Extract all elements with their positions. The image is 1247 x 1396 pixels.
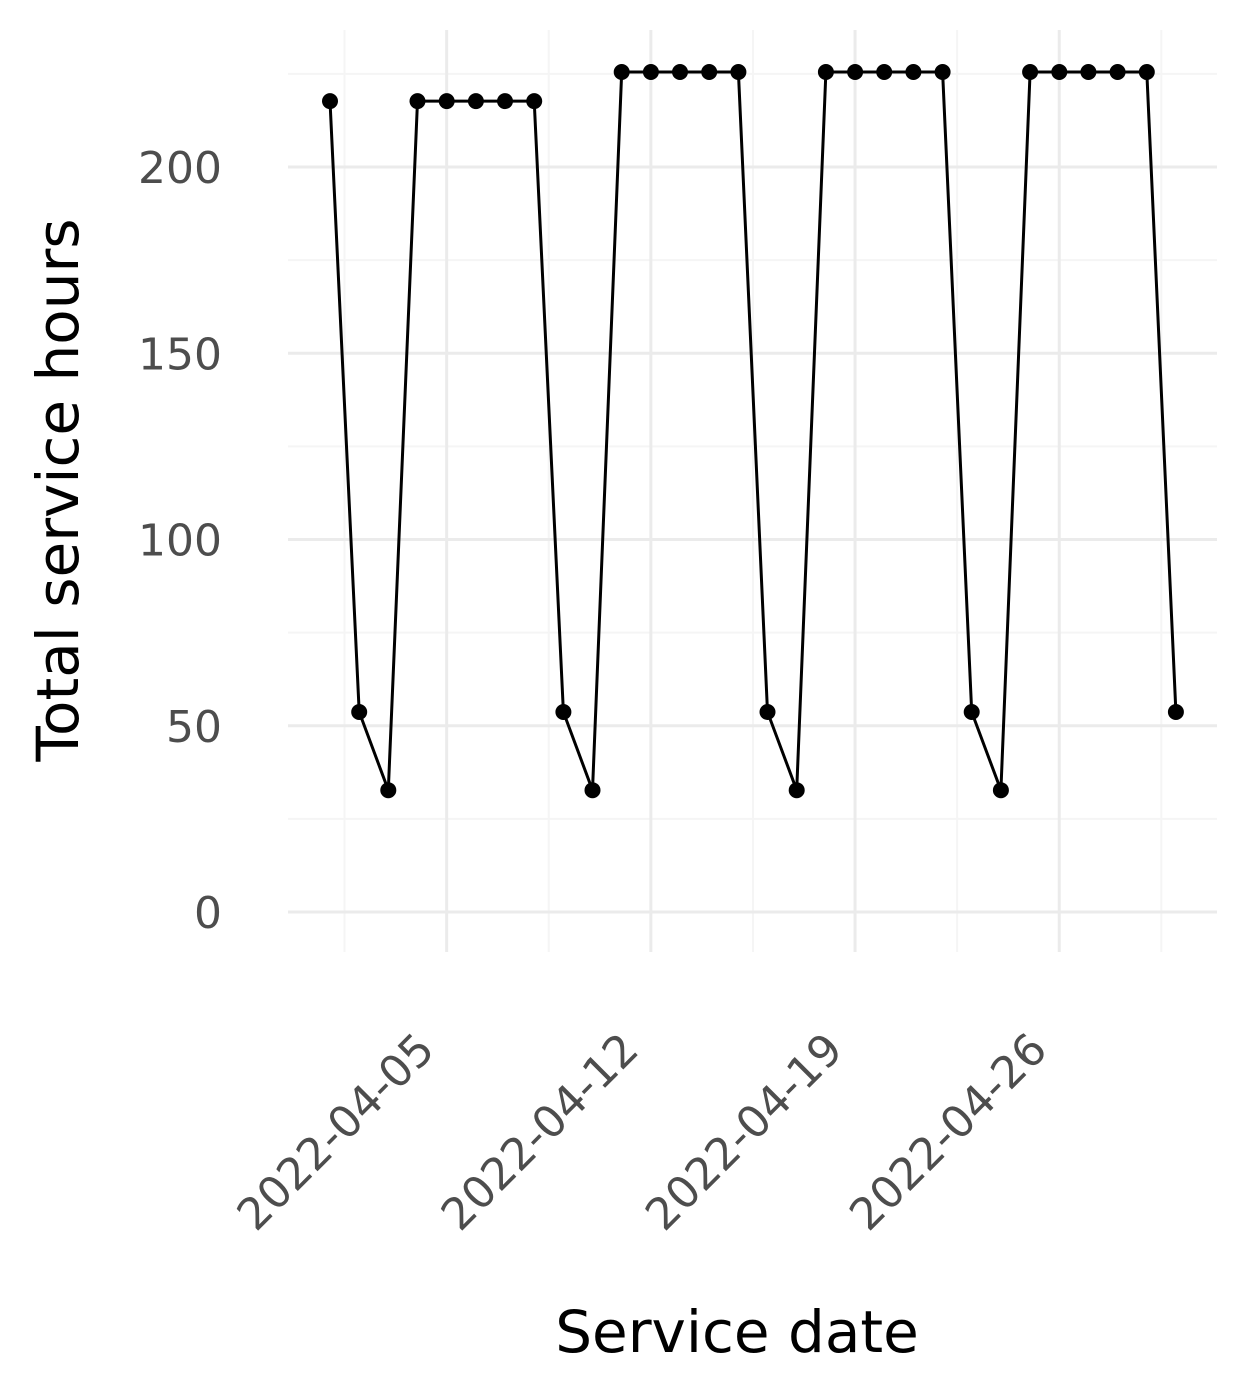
- data-point: [613, 64, 630, 80]
- x-tick-label: 2022-04-19: [636, 1024, 853, 1241]
- data-point: [351, 704, 368, 720]
- data-point: [817, 64, 834, 80]
- data-point: [1138, 64, 1155, 80]
- data-point: [1022, 64, 1039, 80]
- data-point: [701, 64, 718, 80]
- y-axis-tick-labels: 0 50 100 150 200: [138, 143, 222, 939]
- minor-gridlines: [288, 30, 1217, 952]
- x-tick-label: 2022-04-26: [840, 1024, 1057, 1241]
- data-point: [672, 64, 688, 80]
- x-axis-title: Service date: [555, 1298, 919, 1366]
- data-point: [876, 64, 893, 80]
- x-tick-label: 2022-04-12: [432, 1024, 649, 1241]
- y-tick-label: 200: [138, 143, 222, 194]
- data-point: [788, 782, 805, 799]
- data-point: [905, 64, 922, 80]
- data-point: [847, 64, 864, 80]
- y-tick-label: 100: [138, 516, 222, 567]
- data-point: [1080, 64, 1097, 80]
- data-point: [555, 704, 572, 720]
- data-point: [467, 93, 484, 110]
- series-layer: [322, 64, 1184, 799]
- data-point: [497, 93, 513, 110]
- data-point: [759, 704, 776, 720]
- x-tick-label: 2022-04-05: [228, 1024, 445, 1241]
- data-point: [584, 782, 601, 799]
- y-axis-title: Total service hours: [24, 218, 92, 762]
- data-point: [1109, 64, 1126, 80]
- data-point: [322, 93, 338, 110]
- y-tick-label: 150: [138, 329, 222, 380]
- data-point: [380, 782, 397, 799]
- data-point: [1167, 704, 1184, 720]
- data-point: [409, 93, 426, 110]
- data-point: [963, 704, 980, 720]
- data-point: [992, 782, 1009, 799]
- y-tick-label: 0: [194, 888, 222, 939]
- data-point: [526, 93, 543, 110]
- data-point: [1051, 64, 1068, 80]
- y-tick-label: 50: [166, 702, 222, 753]
- data-point: [438, 93, 455, 110]
- data-point: [934, 64, 951, 80]
- data-point: [730, 64, 747, 80]
- data-point: [642, 64, 659, 80]
